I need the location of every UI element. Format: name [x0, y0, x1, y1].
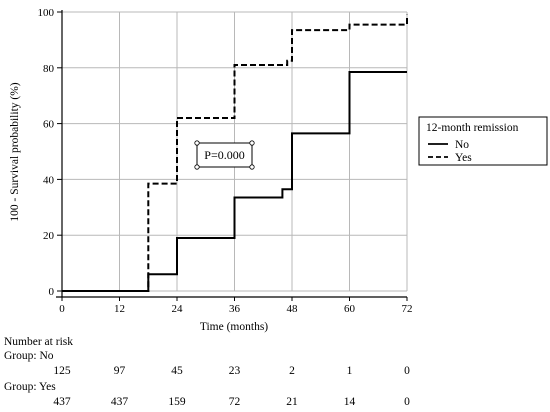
survival-curves	[62, 14, 408, 292]
annotation-handle	[249, 140, 255, 146]
y-axis-ticks: 0 20 40 60 80 100	[38, 7, 62, 298]
x-tick-label: 72	[402, 303, 413, 315]
x-tick-label: 48	[287, 303, 299, 315]
legend-box	[418, 116, 548, 166]
y-tick-label: 20	[43, 230, 55, 242]
y-tick-label: 40	[43, 174, 55, 186]
x-tick-label: 60	[344, 303, 356, 315]
y-tick-label: 80	[43, 63, 55, 75]
y-tick-label: 100	[38, 7, 55, 19]
x-tick-label: 12	[114, 303, 125, 315]
series-no-curve	[62, 71, 407, 292]
legend: 12-month remission No Yes	[418, 116, 548, 166]
legend-title: 12-month remission	[426, 122, 519, 134]
legend-label-no: No	[455, 139, 469, 151]
y-axis-title: 100 - Survival probability (%)	[9, 82, 21, 221]
legend-label-yes: Yes	[455, 152, 472, 164]
axes	[56, 10, 407, 298]
p-value-box	[196, 142, 253, 168]
annotation-handle	[194, 140, 200, 146]
x-tick-label: 36	[229, 303, 241, 315]
annotation-handle	[194, 164, 200, 170]
annotation-handle	[249, 164, 255, 170]
x-axis-title: Time (months)	[200, 321, 268, 333]
series-yes-curve	[62, 14, 408, 292]
y-tick-label: 0	[49, 286, 55, 298]
p-value-annotation: P=0.000	[194, 140, 255, 170]
x-tick-label: 24	[172, 303, 184, 315]
x-tick-label: 0	[59, 303, 65, 315]
x-axis-ticks: 0 12 24 36 48 60 72	[59, 297, 413, 315]
y-tick-label: 60	[43, 119, 55, 131]
p-value-text: P=0.000	[204, 148, 244, 162]
